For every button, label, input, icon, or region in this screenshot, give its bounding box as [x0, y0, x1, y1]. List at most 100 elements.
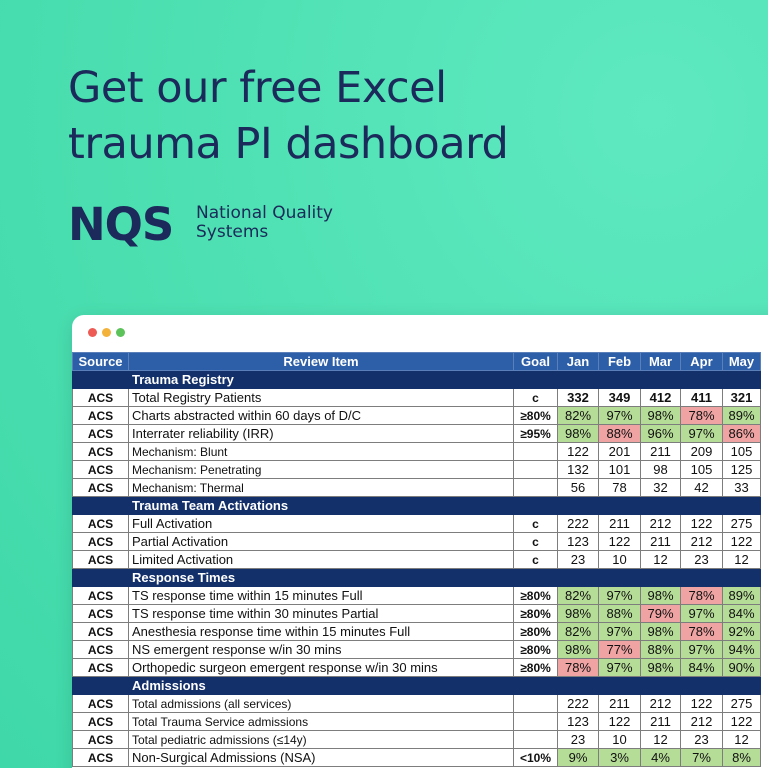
month-value-cell[interactable]: 23	[680, 730, 723, 749]
header-review-item[interactable]: Review Item	[128, 352, 514, 371]
month-value-cell[interactable]: 12	[722, 550, 761, 569]
month-value-cell[interactable]: 97%	[598, 622, 641, 641]
month-value-cell[interactable]: 10	[598, 730, 641, 749]
review-item-cell[interactable]: Interrater reliability (IRR)	[128, 424, 514, 443]
month-value-cell[interactable]: 123	[557, 532, 599, 551]
minimize-window-dot-icon[interactable]	[102, 328, 111, 337]
month-value-cell[interactable]: 105	[680, 460, 723, 479]
month-value-cell[interactable]: 212	[680, 712, 723, 731]
month-value-cell[interactable]: 33	[722, 478, 761, 497]
month-value-cell[interactable]: 98%	[640, 622, 681, 641]
goal-cell[interactable]: ≥80%	[513, 622, 558, 641]
source-cell[interactable]: ACS	[72, 478, 129, 497]
review-item-cell[interactable]: Full Activation	[128, 514, 514, 533]
month-value-cell[interactable]: 212	[640, 694, 681, 713]
review-item-cell[interactable]: Charts abstracted within 60 days of D/C	[128, 406, 514, 425]
month-value-cell[interactable]: 97%	[598, 658, 641, 677]
month-value-cell[interactable]: 78%	[680, 622, 723, 641]
review-item-cell[interactable]: Anesthesia response time within 15 minut…	[128, 622, 514, 641]
review-item-cell[interactable]: NS emergent response w/in 30 mins	[128, 640, 514, 659]
review-item-cell[interactable]: Total admissions (all services)	[128, 694, 514, 713]
header-month-apr[interactable]: Apr	[680, 352, 723, 371]
month-value-cell[interactable]: 86%	[722, 424, 761, 443]
source-cell[interactable]: ACS	[72, 640, 129, 659]
month-value-cell[interactable]: 97%	[680, 604, 723, 623]
month-value-cell[interactable]: 212	[640, 514, 681, 533]
month-value-cell[interactable]: 212	[680, 532, 723, 551]
month-value-cell[interactable]: 101	[598, 460, 641, 479]
goal-cell[interactable]: c	[513, 532, 558, 551]
month-value-cell[interactable]: 98%	[640, 658, 681, 677]
month-value-cell[interactable]: 98%	[557, 640, 599, 659]
month-value-cell[interactable]: 97%	[680, 424, 723, 443]
month-value-cell[interactable]: 23	[557, 550, 599, 569]
goal-cell[interactable]: ≥80%	[513, 604, 558, 623]
header-source[interactable]: Source	[72, 352, 129, 371]
month-value-cell[interactable]: 98%	[557, 604, 599, 623]
goal-cell[interactable]: c	[513, 388, 558, 407]
source-cell[interactable]: ACS	[72, 406, 129, 425]
month-value-cell[interactable]: 10	[598, 550, 641, 569]
review-item-cell[interactable]: Mechanism: Penetrating	[128, 460, 514, 479]
month-value-cell[interactable]: 97%	[598, 586, 641, 605]
month-value-cell[interactable]: 4%	[640, 748, 681, 767]
month-value-cell[interactable]: 98%	[640, 406, 681, 425]
month-value-cell[interactable]: 78%	[680, 586, 723, 605]
month-value-cell[interactable]: 82%	[557, 622, 599, 641]
month-value-cell[interactable]: 12	[722, 730, 761, 749]
review-item-cell[interactable]: Total Trauma Service admissions	[128, 712, 514, 731]
source-cell[interactable]: ACS	[72, 712, 129, 731]
month-value-cell[interactable]: 122	[680, 694, 723, 713]
source-cell[interactable]: ACS	[72, 748, 129, 767]
month-value-cell[interactable]: 211	[640, 532, 681, 551]
month-value-cell[interactable]: 94%	[722, 640, 761, 659]
month-value-cell[interactable]: 211	[598, 514, 641, 533]
review-item-cell[interactable]: TS response time within 30 minutes Parti…	[128, 604, 514, 623]
month-value-cell[interactable]: 122	[598, 712, 641, 731]
month-value-cell[interactable]: 12	[640, 730, 681, 749]
month-value-cell[interactable]: 77%	[598, 640, 641, 659]
month-value-cell[interactable]: 90%	[722, 658, 761, 677]
header-goal[interactable]: Goal	[513, 352, 558, 371]
month-value-cell[interactable]: 122	[557, 442, 599, 461]
month-value-cell[interactable]: 411	[680, 388, 723, 407]
source-cell[interactable]: ACS	[72, 442, 129, 461]
month-value-cell[interactable]: 3%	[598, 748, 641, 767]
month-value-cell[interactable]: 122	[598, 532, 641, 551]
goal-cell[interactable]	[513, 442, 558, 461]
month-value-cell[interactable]: 88%	[598, 424, 641, 443]
month-value-cell[interactable]: 412	[640, 388, 681, 407]
month-value-cell[interactable]: 79%	[640, 604, 681, 623]
month-value-cell[interactable]: 125	[722, 460, 761, 479]
month-value-cell[interactable]: 222	[557, 514, 599, 533]
month-value-cell[interactable]: 88%	[598, 604, 641, 623]
month-value-cell[interactable]: 96%	[640, 424, 681, 443]
month-value-cell[interactable]: 211	[640, 712, 681, 731]
month-value-cell[interactable]: 92%	[722, 622, 761, 641]
month-value-cell[interactable]: 9%	[557, 748, 599, 767]
goal-cell[interactable]: ≥80%	[513, 586, 558, 605]
month-value-cell[interactable]: 12	[640, 550, 681, 569]
goal-cell[interactable]: ≥80%	[513, 406, 558, 425]
month-value-cell[interactable]: 7%	[680, 748, 723, 767]
source-cell[interactable]: ACS	[72, 532, 129, 551]
month-value-cell[interactable]: 78%	[557, 658, 599, 677]
close-window-dot-icon[interactable]	[88, 328, 97, 337]
review-item-cell[interactable]: Limited Activation	[128, 550, 514, 569]
header-month-feb[interactable]: Feb	[598, 352, 641, 371]
source-cell[interactable]: ACS	[72, 586, 129, 605]
month-value-cell[interactable]: 211	[640, 442, 681, 461]
month-value-cell[interactable]: 84%	[722, 604, 761, 623]
month-value-cell[interactable]: 32	[640, 478, 681, 497]
source-cell[interactable]: ACS	[72, 424, 129, 443]
maximize-window-dot-icon[interactable]	[116, 328, 125, 337]
review-item-cell[interactable]: Mechanism: Blunt	[128, 442, 514, 461]
month-value-cell[interactable]: 8%	[722, 748, 761, 767]
goal-cell[interactable]	[513, 730, 558, 749]
month-value-cell[interactable]: 98%	[640, 586, 681, 605]
month-value-cell[interactable]: 98%	[557, 424, 599, 443]
source-cell[interactable]: ACS	[72, 460, 129, 479]
month-value-cell[interactable]: 201	[598, 442, 641, 461]
month-value-cell[interactable]: 23	[557, 730, 599, 749]
month-value-cell[interactable]: 89%	[722, 406, 761, 425]
